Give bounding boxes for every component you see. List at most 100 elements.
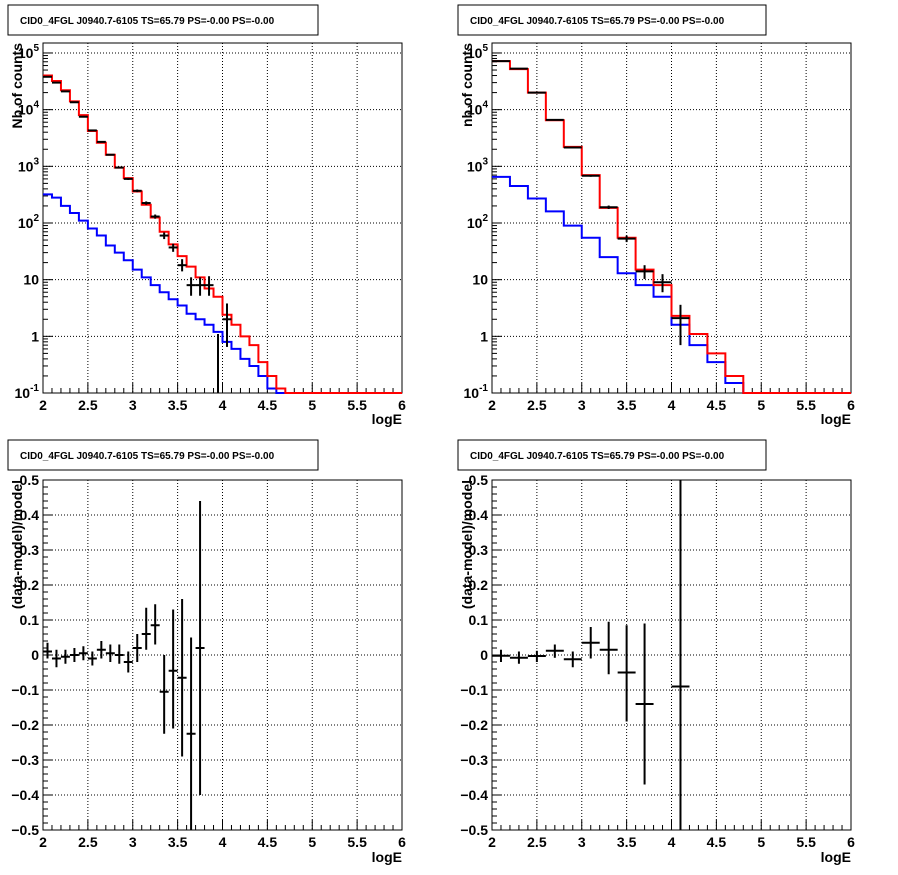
data-point	[653, 274, 672, 293]
y-tick-exponent: 5	[33, 43, 39, 54]
data-point	[78, 646, 88, 661]
y-tick-label: 0.1	[469, 612, 489, 628]
y-tick-label: 0.4	[20, 507, 40, 523]
data-point	[509, 651, 528, 664]
x-tick-label: 3.5	[168, 397, 188, 413]
y-tick-label: 10	[472, 272, 488, 288]
x-tick-label: 2	[39, 397, 47, 413]
data-point	[671, 304, 690, 346]
y-tick-exponent: 3	[482, 156, 488, 167]
y-tick-label: −0.5	[11, 822, 39, 838]
data-point	[132, 634, 142, 662]
y-tick-label: 1	[480, 328, 488, 344]
x-tick-label: 4	[668, 834, 676, 850]
data-point	[123, 177, 133, 180]
data-point	[599, 205, 618, 209]
data-point	[545, 644, 564, 658]
x-tick-label: 3	[578, 834, 586, 850]
chart-title: CID0_4FGL J0940.7-6105 TS=65.79 PS=-0.00…	[20, 16, 275, 27]
data-point	[617, 235, 636, 243]
y-tick-base: 10	[23, 272, 39, 288]
data-point	[132, 189, 142, 193]
data-point	[599, 621, 618, 675]
y-tick-label: 102	[467, 213, 489, 231]
data-point	[105, 153, 115, 156]
data-point	[581, 627, 600, 659]
x-tick-label: 2	[488, 397, 496, 413]
data-point	[78, 115, 88, 118]
x-tick-label: 5	[308, 834, 316, 850]
x-tick-label: 2	[488, 834, 496, 850]
data-point	[114, 166, 124, 169]
x-tick-label: 3.5	[168, 834, 188, 850]
y-tick-label: 0.1	[20, 612, 40, 628]
y-tick-exponent: 3	[33, 156, 39, 167]
x-axis-label: logE	[821, 411, 851, 427]
data-point	[43, 75, 52, 78]
data-point	[51, 649, 61, 668]
y-axis-label: Nb of counts	[9, 43, 25, 129]
chart-panel-1: CID0_4FGL J0940.7-6105 TS=65.79 PS=-0.00…	[7, 4, 406, 427]
data-point	[177, 599, 187, 757]
x-tick-label: 3.5	[617, 834, 637, 850]
y-tick-base: 10	[467, 102, 483, 118]
data-point	[617, 625, 636, 722]
y-tick-label: 105	[467, 43, 489, 61]
y-tick-exponent: 2	[482, 213, 488, 224]
x-tick-label: 5.5	[347, 834, 367, 850]
x-tick-label: 3	[129, 834, 137, 850]
y-tick-base: 1	[480, 328, 488, 344]
data-point	[51, 81, 61, 84]
y-tick-base: 10	[467, 45, 483, 61]
data-point	[69, 648, 79, 662]
y-tick-label: −0.1	[11, 682, 39, 698]
data-point	[43, 642, 52, 659]
y-tick-label: 0.4	[469, 507, 489, 523]
data-point	[635, 623, 654, 785]
histogram-series-2	[492, 60, 851, 394]
data-point	[635, 265, 654, 279]
data-point	[186, 277, 196, 296]
x-axis-label: logE	[372, 849, 402, 865]
data-point	[581, 174, 600, 177]
title-box	[457, 4, 767, 36]
data-point	[123, 651, 133, 673]
data-point	[527, 650, 546, 662]
y-tick-base: 10	[18, 45, 34, 61]
x-tick-label: 5	[757, 397, 765, 413]
y-tick-exponent: 2	[33, 213, 39, 224]
chart-title: CID0_4FGL J0940.7-6105 TS=65.79 PS=-0.00…	[20, 451, 275, 462]
data-point	[141, 607, 151, 650]
x-tick-label: 5.5	[796, 834, 816, 850]
grid	[43, 480, 402, 830]
x-tick-label: 5.5	[347, 397, 367, 413]
x-tick-label: 5	[308, 397, 316, 413]
data-point	[204, 276, 214, 296]
data-point	[168, 243, 178, 252]
y-tick-base: 10	[18, 102, 34, 118]
x-tick-label: 3.5	[617, 397, 637, 413]
y-tick-label: −0.3	[460, 752, 488, 768]
data-point	[545, 118, 564, 121]
y-tick-label: 104	[18, 100, 40, 118]
y-tick-base: 10	[15, 385, 31, 401]
title-box	[7, 439, 319, 471]
x-tick-label: 3	[129, 397, 137, 413]
y-tick-label: 105	[18, 43, 40, 61]
data-point	[168, 609, 178, 729]
x-tick-label: 4	[668, 397, 676, 413]
y-tick-label: −0.1	[460, 682, 488, 698]
y-tick-label: 104	[467, 100, 489, 118]
y-tick-label: 10	[23, 272, 39, 288]
y-tick-label: 0.5	[20, 472, 40, 488]
y-tick-label: 0.3	[20, 542, 40, 558]
x-axis-label: logE	[372, 411, 402, 427]
data-point	[492, 649, 510, 662]
title-box	[457, 439, 767, 471]
y-tick-label: −0.2	[11, 717, 39, 733]
x-tick-label: 4.5	[258, 834, 278, 850]
x-tick-label: 5	[757, 834, 765, 850]
y-tick-base: 10	[18, 158, 34, 174]
x-tick-label: 4.5	[707, 397, 727, 413]
